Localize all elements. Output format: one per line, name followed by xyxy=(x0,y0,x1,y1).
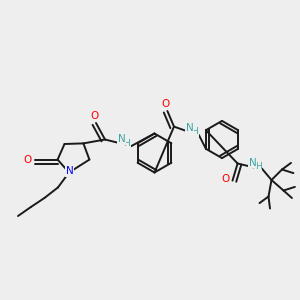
Text: N: N xyxy=(118,134,126,144)
Text: N: N xyxy=(249,158,256,168)
Text: O: O xyxy=(162,99,170,110)
Text: N: N xyxy=(186,123,194,133)
Text: O: O xyxy=(222,174,230,184)
Text: O: O xyxy=(90,111,99,122)
Text: N: N xyxy=(66,166,74,176)
Text: H: H xyxy=(124,139,130,148)
Text: O: O xyxy=(24,154,32,165)
Text: H: H xyxy=(192,128,198,136)
Text: H: H xyxy=(255,162,261,171)
